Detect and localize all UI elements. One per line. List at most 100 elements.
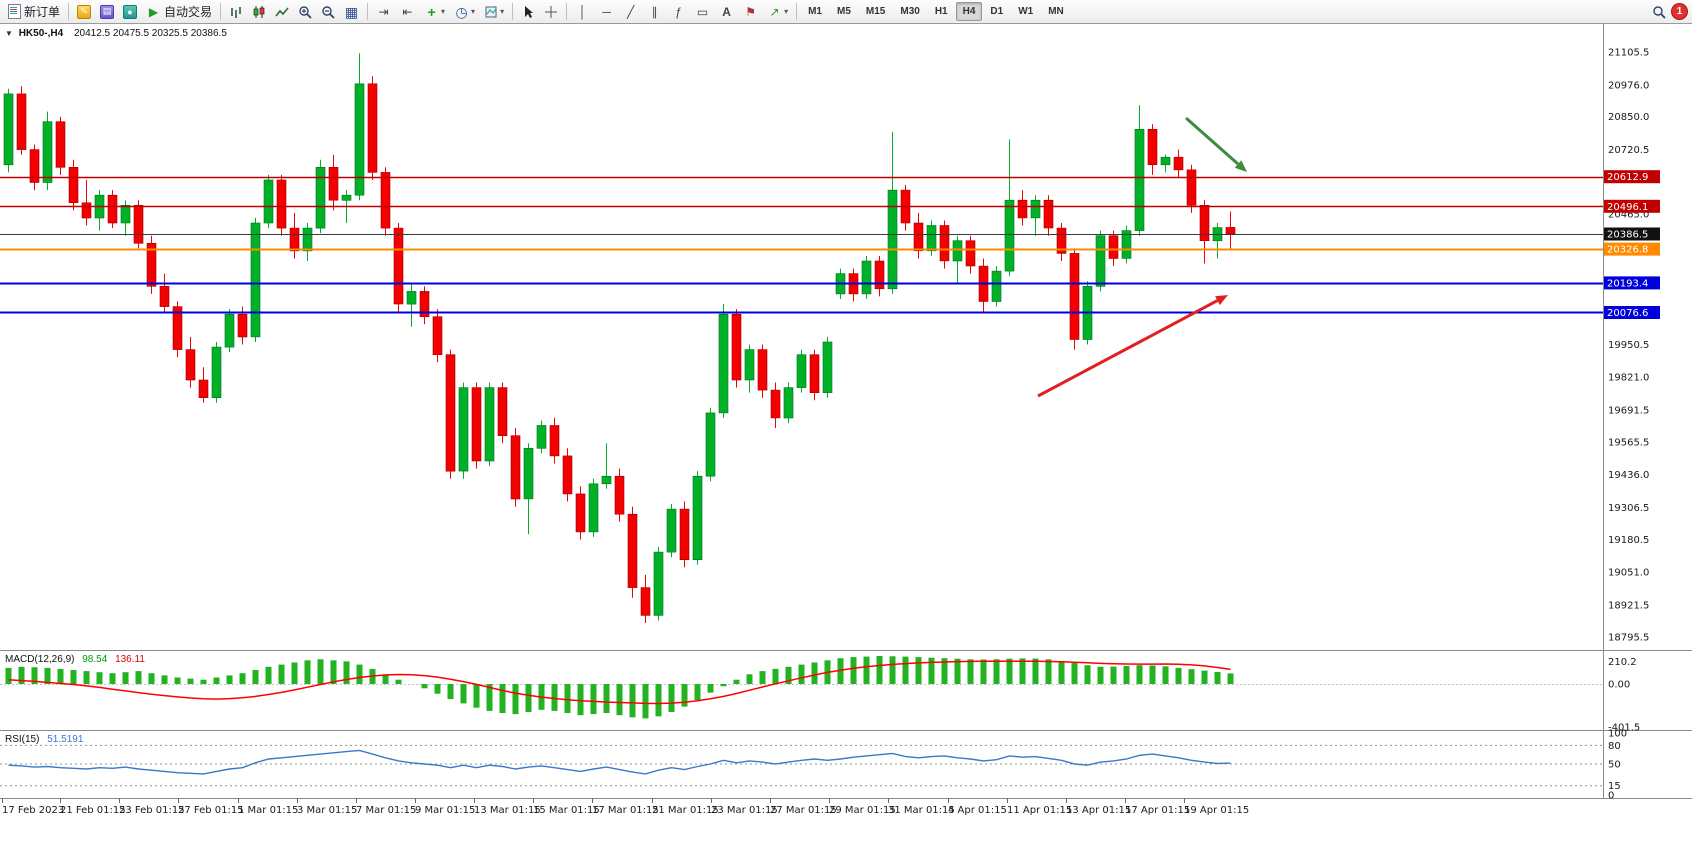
chart-shift-button[interactable]: ⇤ (396, 1, 419, 23)
candle-body (757, 349, 768, 391)
collapse-icon[interactable]: ▼ (5, 29, 13, 38)
candle (926, 220, 937, 256)
navigator-icon: ● (123, 4, 138, 19)
trend-arrow[interactable] (1185, 116, 1247, 172)
candle-body (1069, 253, 1080, 340)
price-axis-label: 19821.0 (1608, 373, 1649, 384)
macd-signal-value: 136.11 (115, 654, 145, 665)
candle-body (692, 475, 703, 561)
zoom-in-button[interactable] (294, 1, 316, 23)
price-badge-bg (1604, 276, 1660, 290)
time-label: 19 Apr 01:15 (1184, 805, 1249, 816)
candle (419, 286, 430, 325)
candle (406, 283, 417, 327)
trendline-button[interactable]: ╱ (619, 1, 642, 23)
timeframe-h1[interactable]: H1 (934, 6, 948, 17)
macd-axis-label: 210.2 (1608, 657, 1637, 668)
periods-button[interactable]: ◷ ▾ (450, 1, 479, 23)
candle-body (666, 508, 677, 553)
horizontal-line-button[interactable]: ─ (595, 1, 618, 23)
timeframe-w1[interactable]: W1 (1018, 6, 1034, 17)
candle-body (471, 387, 482, 462)
time-label: 23 Mar 01:15 (711, 805, 778, 816)
candle (302, 223, 313, 261)
trend-arrow[interactable] (1037, 295, 1228, 398)
time-label: 17 Apr 01:15 (1125, 805, 1190, 816)
timeframe-m5[interactable]: M5 (837, 6, 851, 17)
time-label: 31 Mar 01:15 (888, 805, 955, 816)
timeframe-m1[interactable]: M1 (808, 6, 822, 17)
notification-badge[interactable]: 1 (1671, 3, 1688, 20)
candle (1043, 195, 1054, 236)
macd-signal-line (8, 660, 1231, 705)
candle (575, 486, 586, 540)
candle-body (406, 291, 417, 305)
candle-body (42, 121, 53, 183)
time-label: 13 Mar 01:15 (474, 805, 541, 816)
vertical-line-button[interactable]: │ (571, 1, 594, 23)
macd-axis-label: -401.5 (1608, 723, 1640, 734)
candlestick-chart-icon (253, 5, 265, 18)
arrows-button[interactable]: ↗ ▾ (763, 1, 792, 23)
rsi-label: RSI(15) 51.5191 (5, 734, 83, 745)
line-chart-button[interactable] (271, 1, 293, 23)
shapes-button[interactable]: ▭ (691, 1, 714, 23)
fibonacci-button[interactable]: ƒ (667, 1, 690, 23)
zoom-out-icon (322, 5, 335, 19)
candle (653, 547, 664, 621)
candle-body (419, 291, 430, 317)
candle-body (549, 425, 560, 457)
candle-body (146, 243, 157, 287)
candle (1056, 223, 1067, 261)
candle (861, 255, 872, 299)
candlestick-chart-button[interactable] (248, 1, 270, 23)
price-badge: 20496.1 (1604, 199, 1660, 213)
channel-icon: ∥ (651, 4, 658, 19)
indicators-button[interactable]: + ▾ (420, 1, 449, 23)
candle-body (1017, 199, 1028, 219)
rsi-params: RSI(15) (5, 734, 40, 745)
templates-button[interactable]: ▾ (480, 1, 508, 23)
candle-body (276, 179, 287, 229)
search-button[interactable] (1648, 1, 1670, 23)
auto-scroll-button[interactable]: ⇥ (372, 1, 395, 23)
price-badge-text: 20193.4 (1607, 278, 1648, 289)
timeframe-h4[interactable]: H4 (955, 2, 983, 21)
timeframe-m15[interactable]: M15 (865, 6, 886, 17)
candle (536, 420, 547, 454)
text-button[interactable]: A (715, 1, 738, 23)
tile-windows-button[interactable]: ▦ (340, 1, 363, 23)
time-label: 21 Mar 01:15 (652, 805, 719, 816)
text-label-button[interactable]: ⚑ (739, 1, 762, 23)
cursor-button[interactable] (517, 1, 539, 23)
navigator-button[interactable]: ● (119, 1, 141, 23)
candle-body (796, 354, 807, 388)
rsi-axis-label: 15 (1608, 781, 1621, 792)
arrow-tool-icon: ↗ (769, 4, 780, 19)
data-window-button[interactable]: ▤ (96, 1, 118, 23)
metaeditor-button[interactable]: ✎ (73, 1, 95, 23)
timeframe-d1[interactable]: D1 (990, 6, 1004, 17)
candle-body (536, 425, 547, 449)
new-order-button[interactable]: 新订单 (4, 1, 64, 23)
candle (120, 200, 131, 236)
candle-body (133, 205, 144, 244)
timeframe-m30[interactable]: M30 (900, 6, 920, 17)
candle (146, 235, 157, 294)
crosshair-button[interactable] (540, 1, 562, 23)
candle (367, 76, 378, 180)
candle (211, 342, 222, 403)
candle-body (523, 447, 534, 500)
zoom-out-button[interactable] (317, 1, 339, 23)
metaeditor-icon: ✎ (77, 4, 92, 19)
timeframe-mn[interactable]: MN (1048, 6, 1064, 17)
channel-button[interactable]: ∥ (643, 1, 666, 23)
auto-trading-button[interactable]: ▶ 自动交易 (142, 1, 216, 23)
bar-chart-button[interactable] (225, 1, 247, 23)
candle-body (224, 313, 235, 348)
candle-body (68, 167, 79, 204)
candle-body (198, 379, 209, 399)
candle (328, 154, 339, 211)
